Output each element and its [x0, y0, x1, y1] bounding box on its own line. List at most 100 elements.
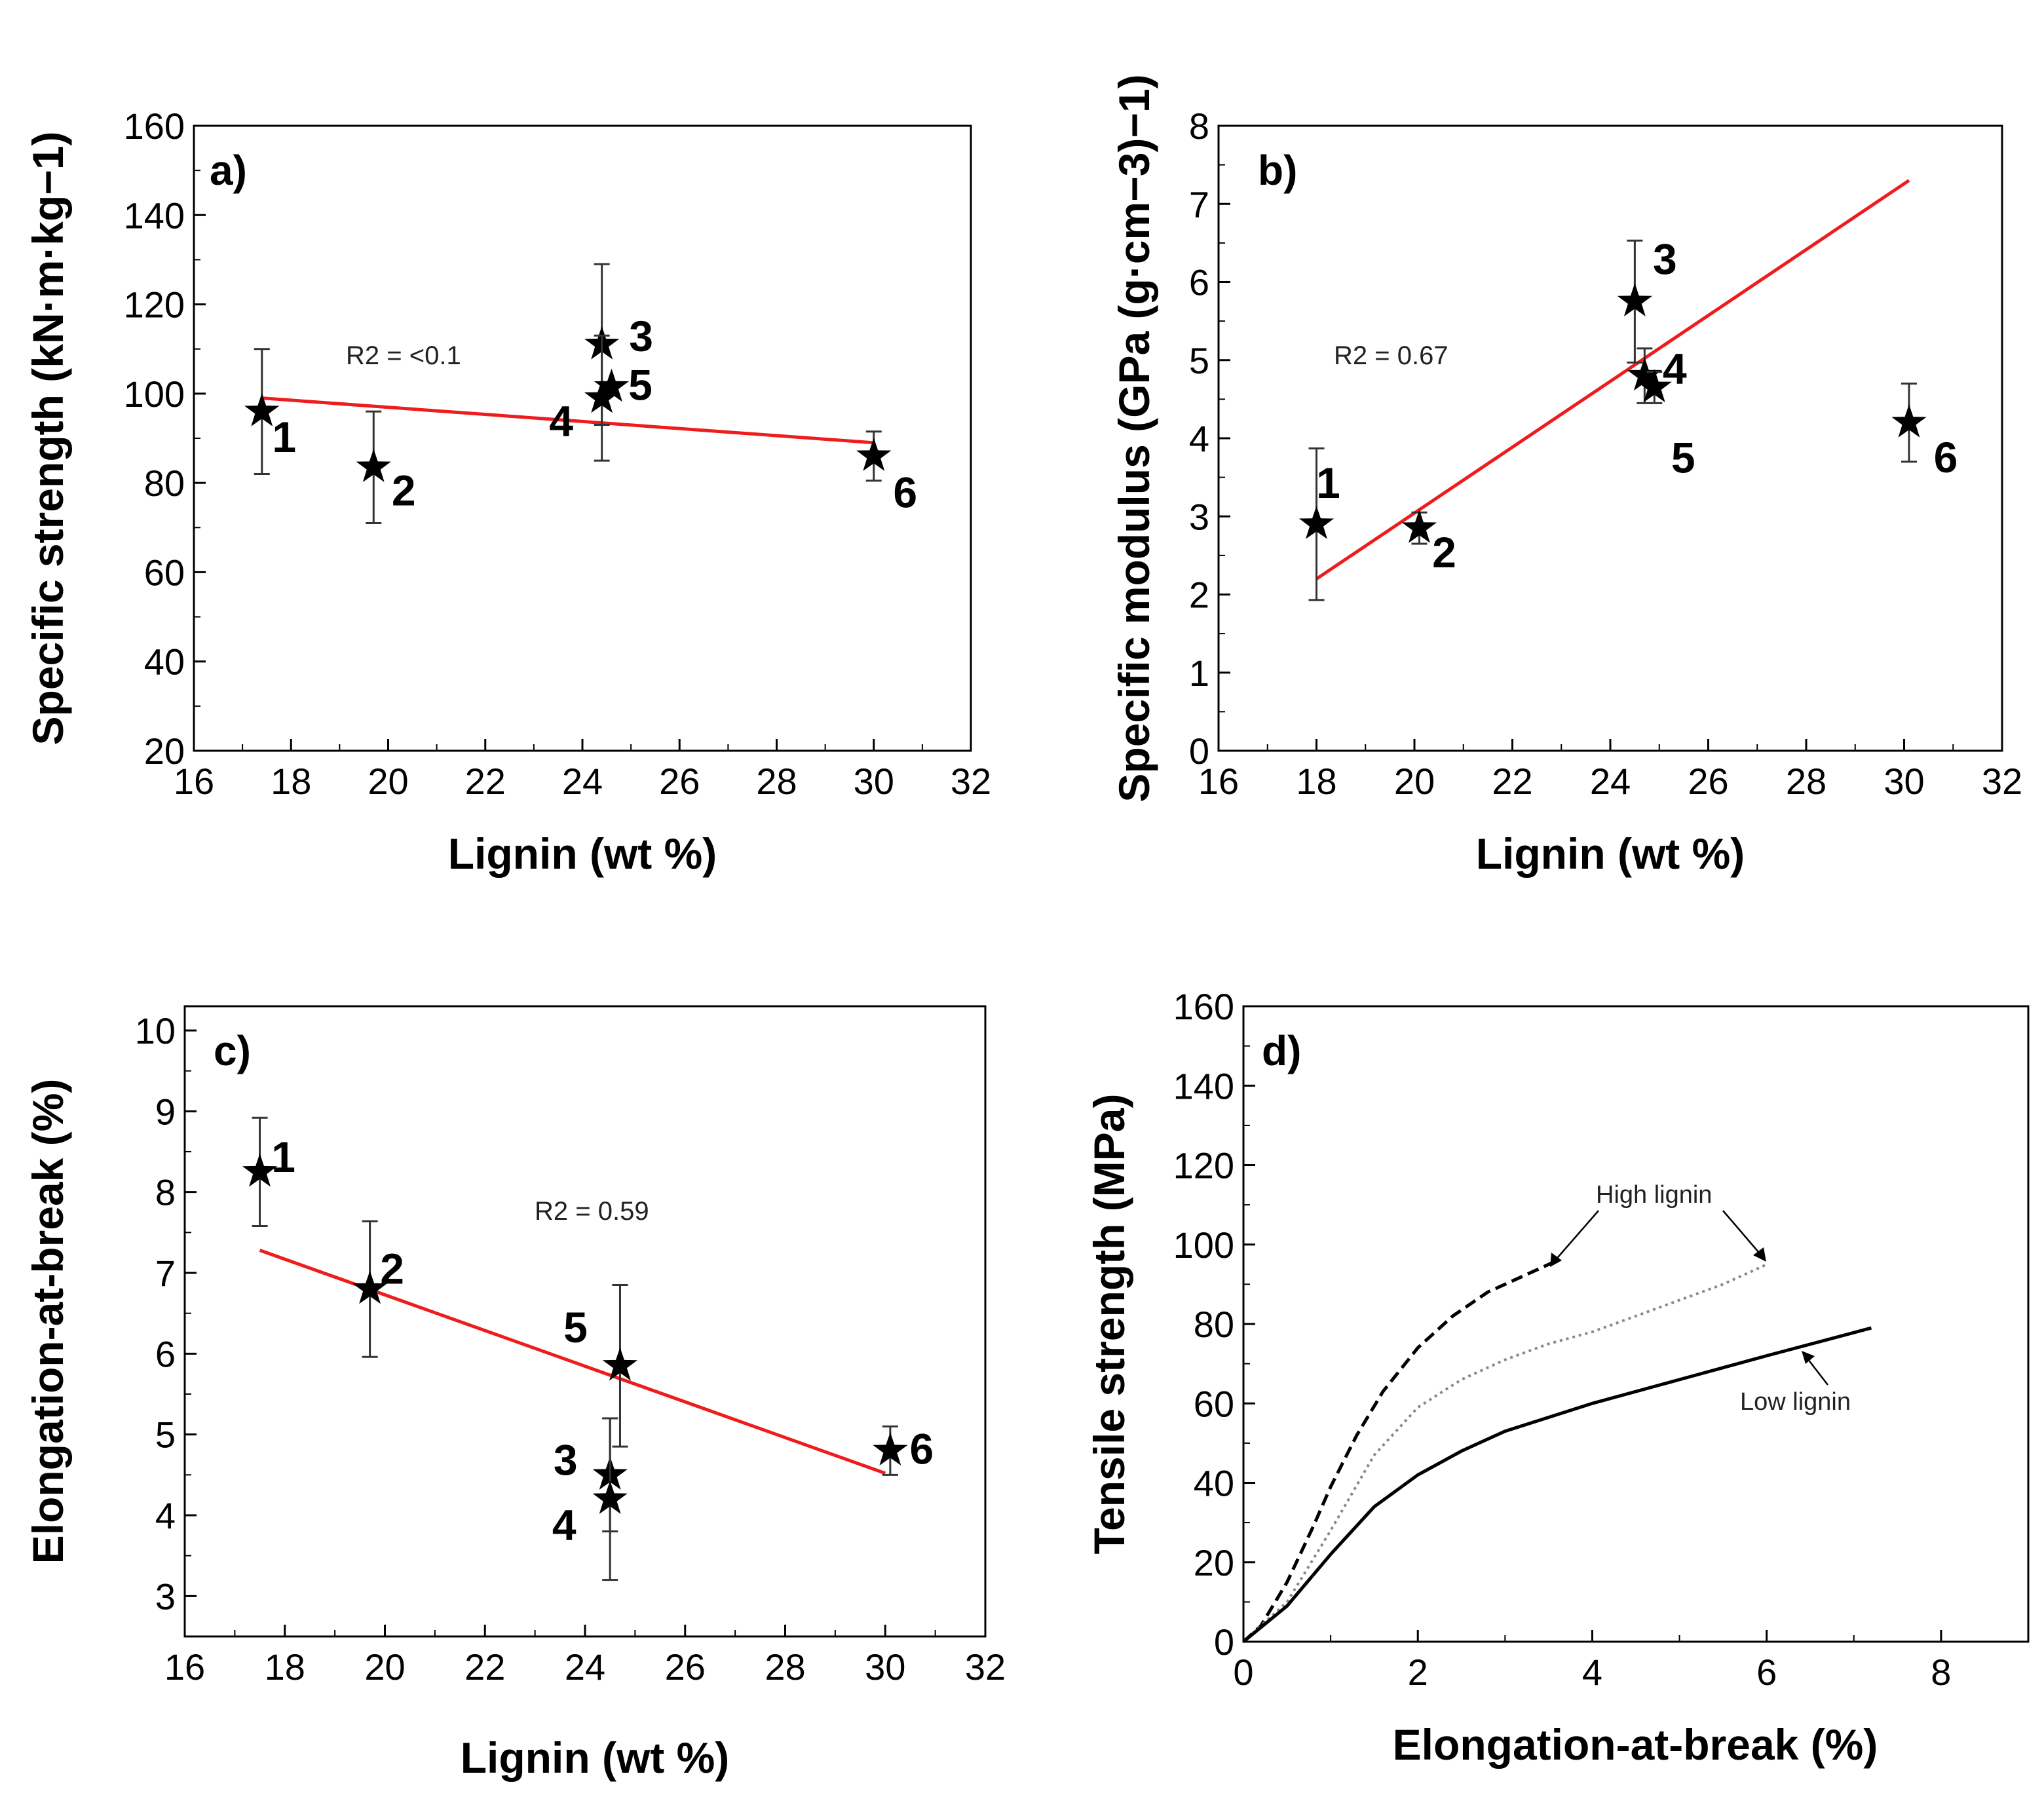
y-tick-label: 2 [1189, 575, 1209, 616]
y-tick-label: 5 [1189, 340, 1209, 381]
y-tick-label: 120 [1173, 1145, 1234, 1186]
y-tick-label: 1 [1189, 652, 1209, 694]
x-tick-label: 26 [1688, 761, 1728, 802]
x-tick-label: 32 [951, 761, 991, 802]
x-tick-label: 22 [1492, 761, 1532, 802]
y-tick-label: 20 [144, 730, 185, 772]
high-lignin-arrow-2 [1722, 1210, 1763, 1257]
panel-c-x-axis-label: Lignin (wt %) [461, 1733, 730, 1782]
x-tick-label: 0 [1233, 1652, 1253, 1693]
x-tick-label: 8 [1931, 1652, 1951, 1693]
x-tick-label: 2 [1408, 1652, 1428, 1693]
x-tick-label: 22 [465, 761, 506, 802]
y-tick-label: 40 [144, 641, 185, 683]
data-point-label: 1 [272, 413, 296, 461]
y-tick-label: 120 [124, 284, 185, 326]
y-tick-label: 0 [1189, 730, 1209, 772]
panel-d-y-axis-label: Tensile strength (MPa) [1085, 1094, 1133, 1555]
data-point-star [1627, 357, 1662, 391]
low-lignin-arrowhead [1802, 1351, 1815, 1364]
y-tick-label: 160 [124, 105, 185, 147]
data-point-star [594, 368, 630, 402]
y-tick-label: 5 [155, 1414, 176, 1456]
data-point-star [356, 449, 391, 482]
curve-solid [1242, 1326, 1872, 1643]
data-point-star [602, 1347, 638, 1381]
high-lignin-arrowhead-1 [1550, 1253, 1562, 1267]
data-point-star [1637, 369, 1672, 403]
x-tick-label: 24 [562, 761, 603, 802]
data-point-label: 2 [1432, 528, 1456, 576]
y-tick-label: 160 [1173, 986, 1234, 1027]
y-tick-label: 100 [124, 373, 185, 415]
x-tick-label: 16 [164, 1646, 205, 1688]
x-tick-label: 24 [565, 1646, 605, 1688]
x-tick-label: 24 [1590, 761, 1631, 802]
y-tick-label: 20 [1194, 1542, 1234, 1583]
panel-d-label: d) [1262, 1027, 1301, 1074]
panel-c-y-axis-label: Elongation-at-break (%) [24, 1079, 72, 1564]
y-tick-label: 4 [1189, 418, 1209, 459]
x-tick-label: 4 [1582, 1652, 1602, 1693]
x-tick-label: 18 [265, 1646, 305, 1688]
y-tick-label: 8 [1189, 105, 1209, 147]
panel-a: a) R2 = <0.1 Lignin (wt %) Specific stre… [24, 105, 991, 878]
x-tick-label: 28 [1786, 761, 1826, 802]
panel-b-r2-label: R2 = 0.67 [1334, 341, 1448, 370]
data-point-label: 3 [1653, 235, 1677, 283]
y-tick-label: 6 [155, 1333, 176, 1374]
y-tick-label: 7 [1189, 183, 1209, 225]
panel-b-y-axis-label: Specific modulus (GPa (g·cm−3)−1) [1110, 74, 1158, 802]
data-point-star [1401, 510, 1437, 543]
y-tick-label: 140 [1173, 1065, 1234, 1106]
data-point-label: 6 [910, 1424, 934, 1473]
panel-d-x-axis-label: Elongation-at-break (%) [1393, 1720, 1878, 1769]
data-point-star [1891, 404, 1927, 438]
curve-dotted [1242, 1263, 1768, 1643]
panel-a-label: a) [210, 147, 247, 194]
y-tick-label: 60 [1194, 1383, 1234, 1424]
y-tick-label: 8 [155, 1172, 176, 1213]
panel-b-label: b) [1258, 147, 1297, 194]
panel-c-r2-label: R2 = 0.59 [535, 1197, 649, 1226]
data-point-star [244, 393, 280, 426]
x-tick-label: 18 [271, 761, 311, 802]
panel-b-x-axis-label: Lignin (wt %) [1476, 829, 1745, 878]
y-tick-label: 80 [144, 463, 185, 504]
data-point-label: 6 [1934, 433, 1958, 482]
data-point-label: 1 [271, 1133, 295, 1181]
y-tick-label: 9 [155, 1091, 176, 1132]
y-tick-label: 4 [155, 1495, 176, 1536]
x-tick-label: 22 [464, 1646, 505, 1688]
data-point-label: 6 [893, 468, 917, 516]
x-tick-label: 32 [965, 1646, 1006, 1688]
data-point-star [242, 1153, 278, 1187]
data-point-label: 2 [392, 466, 416, 514]
data-point-star [592, 1481, 628, 1514]
panel-a-x-axis-label: Lignin (wt %) [448, 829, 717, 878]
data-point-star [1617, 283, 1652, 316]
data-point-star [1298, 506, 1334, 539]
high-lignin-arrowhead-2 [1753, 1247, 1766, 1262]
x-tick-label: 6 [1756, 1652, 1777, 1693]
data-point-label: 5 [1671, 433, 1695, 482]
high-lignin-arrow-1 [1553, 1210, 1599, 1262]
data-point-star [856, 438, 892, 471]
y-tick-label: 0 [1214, 1621, 1234, 1663]
x-tick-label: 26 [659, 761, 700, 802]
y-tick-label: 60 [144, 552, 185, 593]
low-lignin-arrow [1805, 1355, 1828, 1386]
panel-d: d) High lignin Low lignin Elongation-at-… [1085, 986, 2030, 1769]
low-lignin-annotation: Low lignin [1740, 1388, 1851, 1416]
y-tick-label: 3 [1189, 496, 1209, 537]
y-tick-label: 140 [124, 195, 185, 236]
y-tick-label: 6 [1189, 262, 1209, 303]
data-point-label: 5 [563, 1303, 588, 1351]
x-tick-label: 20 [368, 761, 408, 802]
panel-b: b) R2 = 0.67 Lignin (wt %) Specific modu… [1110, 74, 2022, 878]
data-point-label: 4 [552, 1500, 577, 1549]
y-tick-label: 40 [1194, 1463, 1234, 1504]
panel-c-label: c) [214, 1027, 251, 1074]
data-point-label: 5 [628, 361, 653, 409]
